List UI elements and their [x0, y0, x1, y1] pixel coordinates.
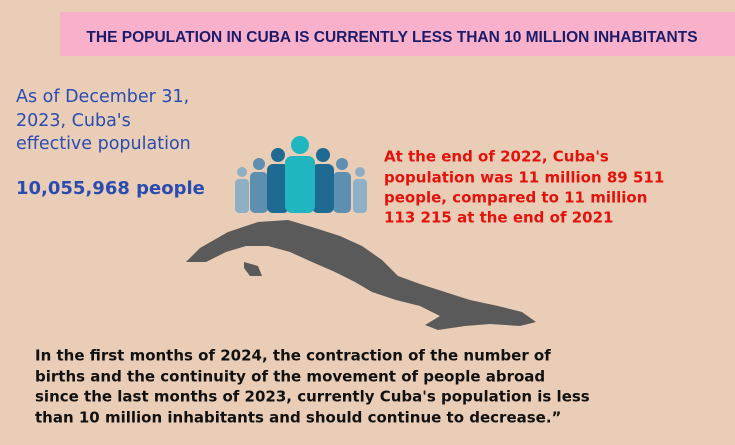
right-text: At the end of 2022, Cuba's population wa…: [384, 148, 664, 227]
cuba-map: [186, 220, 536, 330]
text-line: population was 11 million 89 511: [384, 169, 664, 187]
text-line: since the last months of 2023, currently…: [35, 388, 590, 406]
text-line: than 10 million inhabitants and should c…: [35, 409, 561, 427]
text-line: births and the continuity of the movemen…: [35, 368, 545, 386]
text-line: effective population: [16, 134, 191, 154]
text-line: people, compared to 11 million: [384, 189, 647, 207]
text-line: In the first months of 2024, the contrac…: [35, 347, 551, 365]
left-text: As of December 31, 2023, Cuba's effectiv…: [16, 87, 205, 199]
bottom-text: In the first months of 2024, the contrac…: [35, 347, 590, 427]
people-icon: [235, 136, 367, 213]
title-banner: [60, 12, 735, 56]
text-line: 2023, Cuba's: [16, 111, 131, 131]
text-line: 113 215 at the end of 2021: [384, 209, 613, 227]
text-line: At the end of 2022, Cuba's: [384, 148, 609, 166]
text-line: As of December 31,: [16, 87, 189, 107]
population-figure: 10,055,968 people: [16, 178, 205, 199]
title: THE POPULATION IN CUBA IS CURRENTLY LESS…: [86, 29, 697, 46]
